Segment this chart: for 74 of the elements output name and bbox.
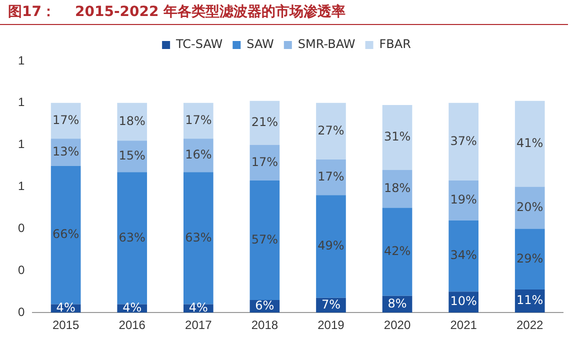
data-label: 63% [118,230,146,244]
bar [183,102,214,139]
x-tick-label: 2016 [118,318,146,332]
legend-label: SAW [246,37,274,52]
data-label: 63% [185,230,212,244]
bar [250,100,280,145]
data-label: 21% [251,114,278,129]
x-tick-label: 2018 [251,318,278,332]
data-label: 16% [185,147,212,162]
data-label: 17% [251,154,278,169]
x-tick-label: 2020 [384,318,411,332]
bar [183,138,214,172]
bar [117,172,148,304]
y-tick-label: 1 [18,137,25,152]
data-label: 18% [118,114,146,128]
data-label: 15% [118,148,146,163]
data-label: 37% [450,134,477,148]
data-label: 18% [384,181,411,196]
bar [382,208,412,296]
x-tick-label: 2022 [516,318,544,332]
bar [316,195,346,298]
data-label: 49% [318,238,344,253]
data-label: 27% [318,123,344,138]
data-label: 17% [52,112,80,127]
bar [117,140,148,172]
legend-label: FBAR [379,37,411,52]
x-tick-label: 2015 [52,318,80,332]
y-tick-label: 1 [18,179,25,194]
chart-title: 图17： 2015-2022 年各类型滤波器的市场渗透率 [0,0,568,25]
bar [316,102,346,160]
bar [117,102,148,141]
bar [514,100,545,187]
y-tick-label: 0 [18,304,25,319]
bar [514,186,545,229]
data-label: 41% [516,136,544,150]
y-tick-label: 0 [18,221,25,236]
data-label: 17% [185,112,212,127]
data-label: 4% [56,300,76,315]
data-label: 19% [450,192,477,207]
data-label: 20% [516,200,544,214]
y-tick-label: 0 [18,262,25,277]
legend-label: TC-SAW [175,37,223,52]
data-label: 31% [384,130,411,144]
bar [448,180,478,220]
data-label: 13% [52,144,80,158]
bar [448,102,478,181]
bar [382,170,412,208]
data-label: 6% [255,298,274,312]
bar [448,220,478,292]
data-label: 57% [251,232,278,246]
bar [250,180,280,300]
y-tick-label: 1 [18,95,25,110]
data-label: 42% [384,244,411,258]
bar [316,160,346,196]
bar [514,228,545,290]
x-tick-label: 2017 [185,318,212,332]
data-label: 29% [516,251,544,266]
data-label: 17% [318,169,344,184]
bar [250,144,280,181]
bar [183,172,214,304]
data-label: 34% [450,248,477,262]
data-label: 8% [388,296,407,310]
data-label: 10% [450,294,477,308]
data-label: 4% [188,300,208,315]
data-label: 11% [516,293,544,308]
data-label: 66% [52,227,80,242]
x-tick-label: 2019 [318,318,345,332]
y-tick-label: 1 [18,53,25,68]
x-tick-label: 2021 [450,318,478,332]
bar [382,105,412,170]
bar [50,166,81,304]
data-label: 7% [321,297,341,312]
legend-label: SMR-BAW [298,37,356,52]
data-label: 4% [122,300,142,315]
